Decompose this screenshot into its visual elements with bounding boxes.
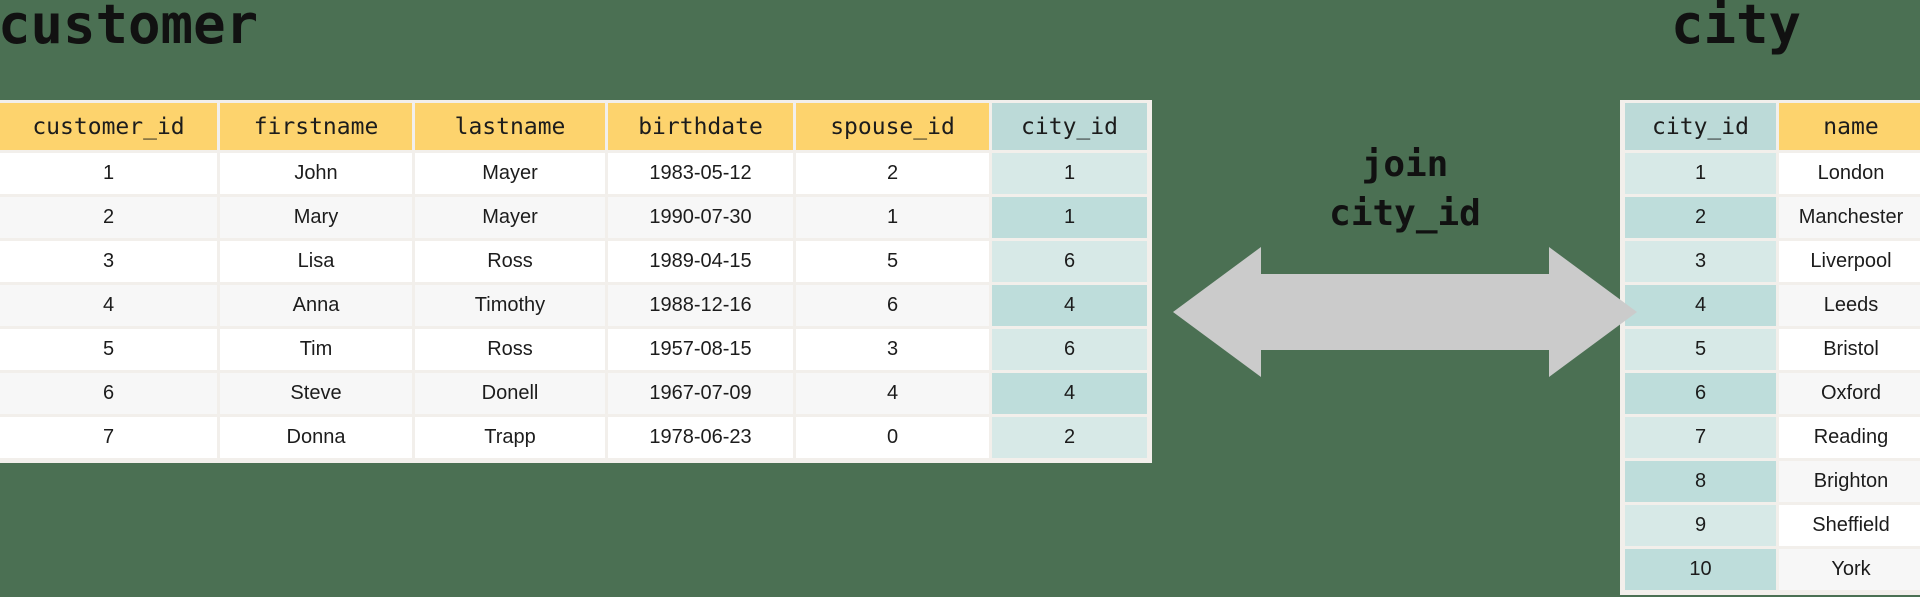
table-cell: Trapp [415,417,605,458]
table-cell: London [1779,153,1920,194]
table-cell: Lisa [220,241,412,282]
column-header-name: name [1779,103,1920,150]
column-header-firstname: firstname [220,103,412,150]
table-cell: 4 [992,285,1147,326]
table-cell: Donna [220,417,412,458]
table-cell: John [220,153,412,194]
customer-table: customer_id firstname lastname birthdate spo… [0,100,1152,463]
table-cell: Mary [220,197,412,238]
column-header-city_id: city_id [992,103,1147,150]
column-header-spouse_id: spouse_id [796,103,989,150]
table-cell: Oxford [1779,373,1920,414]
table-cell: Liverpool [1779,241,1920,282]
city-table-title: city [1671,0,1802,56]
table-cell: 5 [0,329,217,370]
table-cell: 4 [796,373,989,414]
table-cell: 6 [796,285,989,326]
table-cell: 6 [0,373,217,414]
customer-table-title: customer [0,0,259,56]
join-label-line1: join [1361,144,1449,185]
table-cell: Timothy [415,285,605,326]
table-cell: Sheffield [1779,505,1920,546]
table-cell: 1 [992,153,1147,194]
table-cell: 4 [1625,285,1776,326]
table-cell: Mayer [415,197,605,238]
table-cell: 6 [992,329,1147,370]
table-cell: 1990-07-30 [608,197,793,238]
table-cell: 5 [1625,329,1776,370]
table-cell: 1957-08-15 [608,329,793,370]
city-table: city_id name 1 London 2 Manchester 3 Liverpool 4… [1620,100,1920,595]
column-header-birthdate: birthdate [608,103,793,150]
table-cell: 2 [0,197,217,238]
table-cell: 2 [796,153,989,194]
table-cell: 1 [992,197,1147,238]
table-cell: 1989-04-15 [608,241,793,282]
table-cell: 4 [992,373,1147,414]
table-cell: Anna [220,285,412,326]
table-cell: Brighton [1779,461,1920,502]
table-cell: Reading [1779,417,1920,458]
table-cell: 1 [796,197,989,238]
table-cell: Ross [415,241,605,282]
table-cell: 1 [1625,153,1776,194]
column-header-city_id: city_id [1625,103,1776,150]
table-cell: 7 [0,417,217,458]
table-cell: 8 [1625,461,1776,502]
table-cell: 6 [992,241,1147,282]
table-cell: Tim [220,329,412,370]
table-cell: 2 [1625,197,1776,238]
table-cell: 2 [992,417,1147,458]
table-cell: Donell [415,373,605,414]
table-cell: 3 [796,329,989,370]
table-cell: 3 [1625,241,1776,282]
table-cell: 7 [1625,417,1776,458]
table-cell: Manchester [1779,197,1920,238]
table-cell: 5 [796,241,989,282]
table-cell: 10 [1625,549,1776,590]
table-cell: 3 [0,241,217,282]
column-header-customer_id: customer_id [0,103,217,150]
table-cell: 1983-05-12 [608,153,793,194]
join-label-line2: city_id [1329,193,1481,234]
table-cell: 0 [796,417,989,458]
table-cell: Mayer [415,153,605,194]
join-label: join city_id [1165,140,1645,238]
table-cell: Leeds [1779,285,1920,326]
column-header-lastname: lastname [415,103,605,150]
table-cell: 4 [0,285,217,326]
table-cell: Ross [415,329,605,370]
table-cell: Steve [220,373,412,414]
table-cell: 1967-07-09 [608,373,793,414]
table-cell: York [1779,549,1920,590]
table-cell: 1988-12-16 [608,285,793,326]
table-cell: 1 [0,153,217,194]
table-cell: 9 [1625,505,1776,546]
table-cell: Bristol [1779,329,1920,370]
table-cell: 1978-06-23 [608,417,793,458]
join-arrow-icon [1173,247,1637,377]
table-cell: 6 [1625,373,1776,414]
